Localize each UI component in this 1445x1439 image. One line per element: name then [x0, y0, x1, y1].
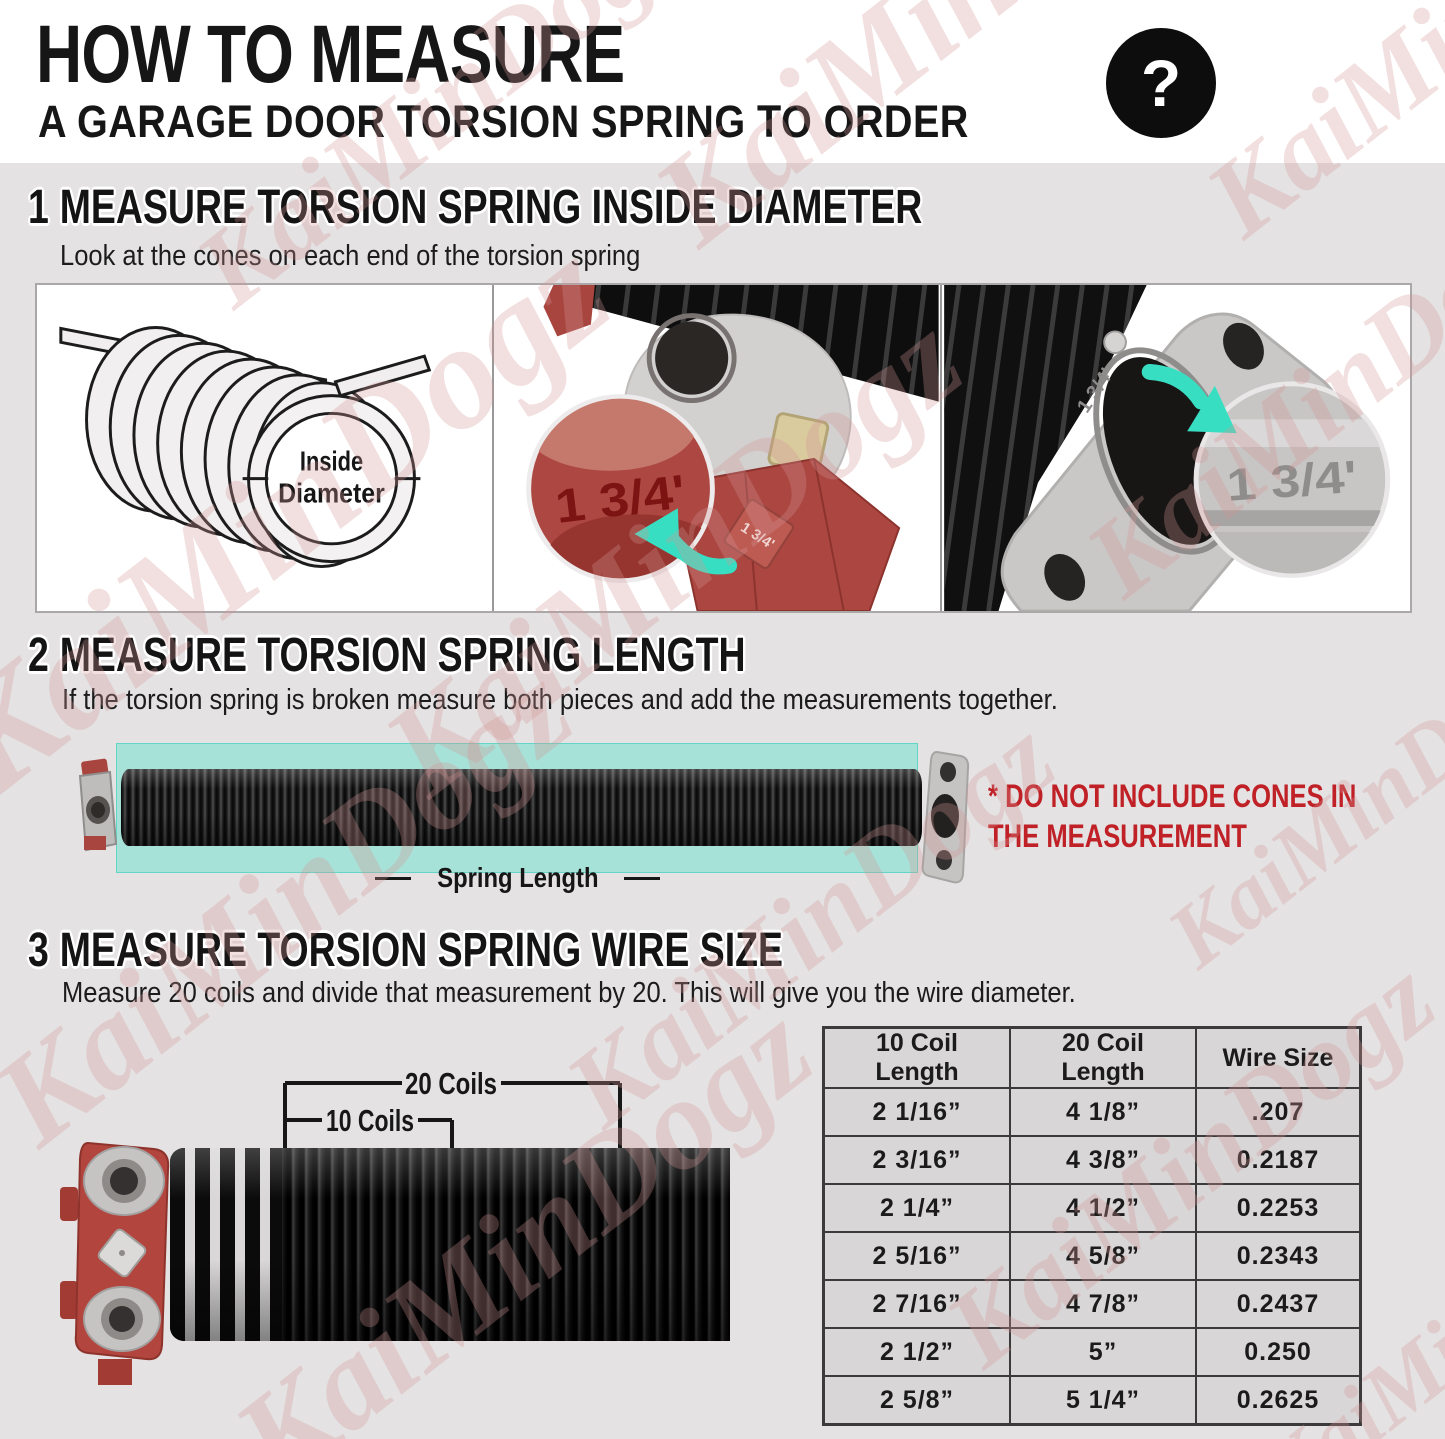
table-row: 2 5/16” 4 5/8” 0.2343: [822, 1231, 1362, 1281]
table-row: 2 1/16” 4 1/8” .207: [822, 1087, 1362, 1137]
spring-length-label: Spring Length: [360, 862, 675, 893]
table-body: 2 1/16” 4 1/8” .207 2 3/16” 4 3/8” 0.2187 2 1/…: [822, 1087, 1362, 1426]
page-title: HOW TO MEASURE: [36, 9, 625, 100]
table-cell: .207: [1195, 1087, 1362, 1137]
table-cell: 4 1/2”: [1009, 1183, 1197, 1233]
table-row: 2 1/4” 4 1/2” 0.2253: [822, 1183, 1362, 1233]
table-cell: 5”: [1009, 1327, 1197, 1377]
col-10-coil: 10 Coil Length: [822, 1026, 1011, 1089]
table-cell: 0.2187: [1195, 1135, 1362, 1185]
section2-subheading: If the torsion spring is broken measure …: [62, 684, 1058, 716]
label-20-coils: 20 Coils: [405, 1071, 497, 1101]
table-row: 2 3/16” 4 3/8” 0.2187: [822, 1135, 1362, 1185]
table-cell: 0.2343: [1195, 1231, 1362, 1281]
winding-cone-illustration: 1 3/4' 1 3/4': [525, 285, 939, 611]
torsion-spring-photo: [121, 769, 922, 846]
table-cell: 0.250: [1195, 1327, 1362, 1377]
section2-heading: 2 MEASURE TORSION SPRING LENGTH: [28, 629, 746, 682]
table-cell: 4 1/8”: [1009, 1087, 1197, 1137]
table-cell: 4 5/8”: [1009, 1231, 1197, 1281]
flange-hole-top: [1223, 322, 1265, 370]
inside-diameter-diagram: Inside Diameter: [37, 285, 492, 611]
flange-hole-bottom: [1044, 554, 1086, 601]
cone-bore: [654, 321, 728, 395]
page-subtitle: A GARAGE DOOR TORSION SPRING TO ORDER: [38, 96, 969, 147]
table-cell: 4 7/8”: [1009, 1279, 1197, 1329]
table-cell: 2 1/2”: [822, 1327, 1011, 1377]
coil-count-brackets: 20 Coils 10 Coils: [283, 1071, 622, 1150]
torsion-spring-photo: [170, 1148, 730, 1341]
table-cell: 5 1/4”: [1009, 1375, 1197, 1426]
inside-diameter-label-1: Inside: [300, 446, 363, 477]
cone-images-row: Inside Diameter: [35, 283, 1412, 613]
teal-arrow: [1142, 364, 1210, 410]
col-wire-size: Wire Size: [1195, 1026, 1362, 1089]
coil-drawing: Inside Diameter: [59, 325, 432, 569]
magnified-marking: 1 3/4': [1225, 451, 1359, 511]
table-cell: 0.2253: [1195, 1183, 1362, 1233]
table-cell: 0.2437: [1195, 1279, 1362, 1329]
red-winding-cone: [58, 1135, 178, 1390]
table-cell: 2 5/8”: [822, 1375, 1011, 1426]
col-20-coil: 20 Coil Length: [1009, 1026, 1197, 1089]
cone-red-edge: [543, 285, 595, 337]
table-cell: 0.2625: [1195, 1375, 1362, 1426]
set-screw: [97, 1228, 147, 1278]
stationary-cone-photo: 1 3/4' 1 3/4': [940, 285, 1410, 611]
table-cell: 4 3/8”: [1009, 1135, 1197, 1185]
table-row: 2 5/8” 5 1/4” 0.2625: [822, 1375, 1362, 1426]
table-header-row: 10 Coil Length 20 Coil Length Wire Size: [822, 1026, 1362, 1089]
section3-heading: 3 MEASURE TORSION SPRING WIRE SIZE: [28, 924, 783, 977]
flange-emblem: [1103, 330, 1128, 355]
header: HOW TO MEASURE A GARAGE DOOR TORSION SPR…: [0, 0, 1445, 163]
table-cell: 2 3/16”: [822, 1135, 1011, 1185]
top-bore: [110, 1167, 138, 1195]
winding-cone-photo: 1 3/4' 1 3/4': [491, 285, 941, 611]
wire-size-table: 10 Coil Length 20 Coil Length Wire Size …: [822, 1026, 1362, 1426]
loose-coils: [170, 1148, 282, 1341]
inside-diameter-label-2: Diameter: [278, 477, 385, 508]
stationary-cone-illustration: 1 3/4' 1 3/4': [944, 285, 1391, 611]
bottom-bore: [109, 1306, 135, 1332]
label-10-coils: 10 Coils: [326, 1103, 414, 1138]
table-cell: 2 5/16”: [822, 1231, 1011, 1281]
cone-bevel-marking: 1 3/4': [723, 498, 794, 569]
table-cell: 2 7/16”: [822, 1279, 1011, 1329]
table-row: 2 7/16” 4 7/8” 0.2437: [822, 1279, 1362, 1329]
table-cell: 2 1/16”: [822, 1087, 1011, 1137]
wire-end-right: [333, 354, 432, 398]
question-mark-icon: ?: [1106, 28, 1216, 138]
section1-heading: 1 MEASURE TORSION SPRING INSIDE DIAMETER: [28, 181, 923, 234]
section3-subheading: Measure 20 coils and divide that measure…: [62, 977, 1076, 1009]
table-row: 2 1/2” 5” 0.250: [822, 1327, 1362, 1377]
table-cell: 2 1/4”: [822, 1183, 1011, 1233]
section1-subheading: Look at the cones on each end of the tor…: [60, 240, 641, 272]
left-cone: [70, 758, 125, 853]
cones-warning-note: * DO NOT INCLUDE CONES IN THE MEASUREMEN…: [988, 778, 1357, 855]
right-cone-flange: [917, 746, 972, 891]
